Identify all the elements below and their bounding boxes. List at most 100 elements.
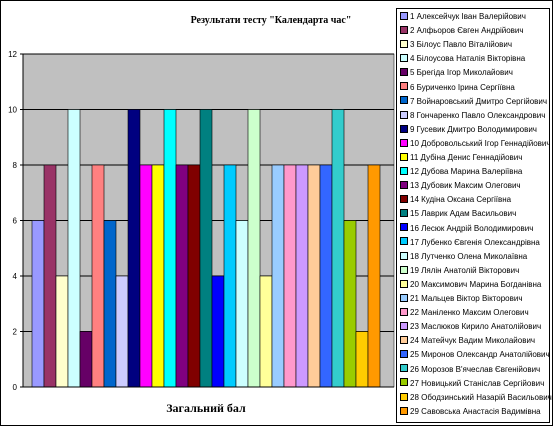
legend-item: 12 Дубова Марина Валеріївна	[400, 166, 522, 178]
bar	[307, 164, 321, 388]
y-tick-label: 0	[13, 383, 18, 392]
bar	[187, 164, 201, 388]
legend-swatch	[400, 336, 408, 345]
legend-swatch	[400, 350, 408, 359]
legend-label: 12 Дубова Марина Валеріївна	[410, 167, 523, 177]
legend-swatch	[400, 96, 408, 105]
legend-label: 10 Добровольський Ігор Геннадійович	[410, 138, 551, 148]
bar	[199, 109, 213, 388]
legend-swatch	[400, 237, 408, 246]
legend-item: 24 Матейчук Вадим Миколайович	[400, 335, 535, 347]
legend-swatch	[400, 68, 408, 77]
legend-item: 18 Лутченко Олена Миколаївна	[400, 251, 527, 263]
legend-swatch	[400, 293, 408, 302]
legend-label: 25 Миронов Олександр Анатолійович	[410, 350, 550, 360]
y-tick-label: 10	[8, 106, 17, 115]
legend-swatch	[400, 82, 408, 91]
bar	[343, 220, 357, 388]
legend-label: 19 Лялін Анатолій Вікторович	[410, 265, 520, 275]
legend-item: 2 Алфьоров Євген Андрійович	[400, 25, 524, 37]
legend-swatch	[400, 364, 408, 373]
bar	[151, 164, 165, 388]
legend-label: 11 Дубіна Денис Геннадійович	[410, 153, 523, 162]
bar	[355, 331, 369, 388]
legend-swatch	[400, 124, 408, 133]
legend-item: 7 Войнаровський Дмитро Сергійович	[400, 96, 547, 108]
legend: 1 Алексейчук Іван Валерійович 2 Алфьоров …	[396, 8, 552, 423]
bar	[367, 164, 381, 388]
bar	[223, 164, 237, 388]
bar	[79, 331, 93, 388]
bar	[295, 164, 309, 388]
legend-item: 5 Брегіда Ігор Миколайович	[400, 67, 513, 79]
legend-item: 13 Дубовик Максим Олегович	[400, 180, 521, 192]
legend-swatch	[400, 166, 408, 175]
legend-item: 17 Лубенко Євгенія Олександрівна	[400, 237, 540, 249]
legend-item: 1 Алексейчук Іван Валерійович	[400, 11, 526, 23]
y-tick-label: 4	[13, 272, 18, 281]
legend-item: 8 Гончаренко Павло Олександрович	[400, 110, 545, 122]
legend-label: 13 Дубовик Максим Олегович	[410, 181, 521, 191]
legend-swatch	[400, 378, 408, 387]
legend-label: 14 Кудіна Оксана Сергіївна	[410, 195, 512, 205]
legend-item: 4 Білоусова Наталія Вікторівна	[400, 53, 525, 65]
legend-label: 15 Лаврик Адам Васильович	[410, 209, 517, 219]
legend-label: 17 Лубенко Євгенія Олександрівна	[410, 237, 540, 247]
legend-swatch	[400, 195, 408, 204]
legend-label: 4 Білоусова Наталія Вікторівна	[410, 54, 526, 64]
legend-item: 28 Ободзинський Назарій Васильович	[400, 392, 552, 404]
legend-swatch	[400, 209, 408, 218]
legend-label: 29 Савовська Анастасія Вадимівна	[410, 406, 541, 416]
legend-item: 29 Савовська Анастасія Вадимівна	[400, 406, 541, 418]
legend-label: 21 Мальцев Віктор Вікторович	[410, 294, 523, 303]
legend-label: 2 Алфьоров Євген Андрійович	[410, 26, 524, 36]
legend-swatch	[400, 40, 408, 49]
legend-swatch	[400, 279, 408, 288]
bar	[331, 109, 345, 388]
legend-item: 20 Максимович Марина Богданівна	[400, 279, 541, 291]
legend-label: 23 Маслюков Кирило Анатолійович	[410, 322, 542, 332]
legend-swatch	[400, 251, 408, 260]
legend-item: 10 Добровольський Ігор Геннадійович	[400, 138, 551, 150]
bar	[91, 164, 105, 388]
legend-swatch	[400, 223, 408, 232]
legend-label: 8 Гончаренко Павло Олександрович	[410, 110, 546, 120]
legend-item: 3 Білоус Павло Віталійович	[400, 39, 512, 51]
legend-swatch	[400, 307, 408, 316]
legend-label: 3 Білоус Павло Віталійович	[410, 40, 513, 50]
bar	[283, 164, 297, 388]
legend-label: 7 Войнаровський Дмитро Сергійович	[410, 96, 548, 106]
legend-label: 24 Матейчук Вадим Миколайович	[410, 336, 536, 346]
legend-label: 5 Брегіда Ігор Миколайович	[410, 68, 513, 78]
bar	[175, 164, 189, 388]
bar	[259, 275, 273, 388]
bar	[67, 109, 81, 388]
legend-swatch	[400, 110, 408, 119]
legend-swatch	[400, 138, 408, 147]
bar	[43, 164, 57, 388]
legend-swatch	[400, 265, 408, 274]
y-tick-label: 8	[13, 161, 18, 170]
legend-label: 27 Новицький Станіслав Сергійович	[410, 378, 545, 388]
legend-swatch	[400, 152, 408, 161]
legend-label: 22 Маніленко Максим Олегович	[410, 308, 529, 318]
legend-item: 6 Буриченко Ірина Сергіївна	[400, 82, 515, 94]
bar	[319, 164, 333, 388]
legend-item: 25 Миронов Олександр Анатолійович	[400, 349, 550, 361]
legend-swatch	[400, 54, 408, 63]
legend-swatch	[400, 406, 408, 415]
bar	[139, 164, 153, 388]
plot-border	[22, 53, 395, 388]
legend-item: 23 Маслюков Кирило Анатолійович	[400, 321, 541, 333]
legend-item: 26 Морозов В'ячеслав Євгенійович	[400, 364, 540, 376]
bar	[127, 109, 141, 388]
legend-item: 11 Дубіна Денис Геннадійович	[400, 152, 522, 164]
legend-item: 27 Новицький Станіслав Сергійович	[400, 378, 544, 390]
legend-item: 9 Гусевик Дмитро Володимирович	[400, 124, 537, 136]
legend-swatch	[400, 392, 408, 401]
x-axis-title: Загальний бал	[166, 401, 246, 415]
legend-label: 1 Алексейчук Іван Валерійович	[410, 12, 526, 21]
legend-swatch	[400, 322, 408, 331]
